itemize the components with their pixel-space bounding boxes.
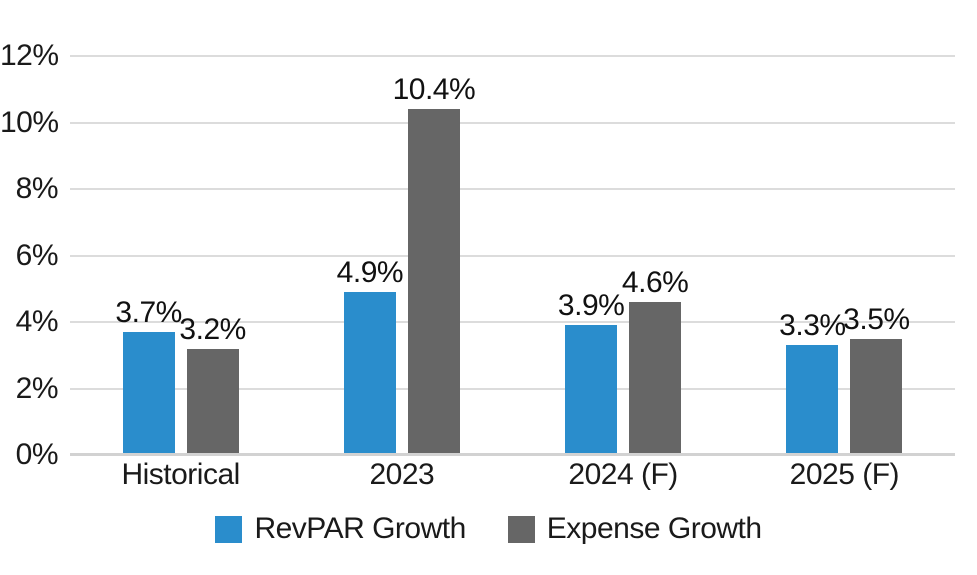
bar-value-label: 3.3% [779, 309, 846, 343]
legend-label: RevPAR Growth [254, 512, 466, 545]
gridline-6% [70, 254, 955, 257]
gridline-4% [70, 321, 955, 323]
y-tick-label: 2% [15, 371, 59, 405]
revpar-growth-bar: 3.3% [779, 311, 846, 455]
y-tick-label: 6% [15, 238, 59, 272]
bar-value-label: 4.6% [621, 266, 689, 300]
plot-area: 3.7% 3.2% 4.9% 10.4% 3.9% 4.6% 3.3% 3.5% [70, 55, 955, 456]
gridline-8% [70, 188, 955, 190]
y-tick-label: 4% [15, 305, 59, 338]
revpar-growth-bar: 3.7% [115, 297, 182, 455]
x-axis-line [70, 453, 955, 456]
bar-group-2024-f: 3.9% 4.6% [513, 56, 734, 455]
bar-value-label: 3.9% [557, 289, 625, 323]
bar-value-label: 4.9% [336, 256, 404, 290]
legend-item-revpar-growth: RevPAR Growth [215, 512, 466, 545]
bar-value-label: 10.4% [392, 73, 476, 107]
legend-item-expense-growth: Expense Growth [507, 512, 762, 545]
legend-swatch-icon [215, 515, 243, 543]
legend: RevPAR Growth Expense Growth [0, 513, 977, 545]
y-tick-label: 10% [0, 105, 59, 139]
bar-group-2025-f: 3.3% 3.5% [734, 56, 955, 455]
bar-group-2023: 4.9% 10.4% [291, 56, 512, 455]
expense-growth-bar: 3.2% [179, 314, 246, 455]
bar-value-label: 3.5% [843, 302, 910, 336]
x-tick-label: 2023 [369, 458, 435, 491]
legend-label: Expense Growth [546, 512, 762, 545]
y-tick-label: 8% [15, 172, 59, 205]
x-axis-labels: Historical 2023 2024 (F) 2025 (F) [70, 459, 955, 491]
bar-value-label: 3.2% [179, 312, 246, 346]
bar-groups-container: 3.7% 3.2% 4.9% 10.4% 3.9% 4.6% 3.3% 3.5% [70, 56, 955, 455]
y-tick-label: 12% [0, 39, 59, 72]
gridline-12% [70, 55, 955, 57]
expense-growth-bar: 4.6% [622, 268, 689, 455]
revpar-growth-bar: 3.9% [558, 291, 625, 455]
bar-value-label: 3.7% [115, 295, 182, 329]
expense-growth-bar: 10.4% [393, 75, 476, 455]
bar-group-historical: 3.7% 3.2% [70, 56, 291, 455]
revpar-growth-bar: 4.9% [337, 258, 404, 455]
x-tick-label: 2025 (F) [789, 458, 900, 491]
gridline-2% [70, 387, 955, 390]
expense-growth-bar: 3.5% [843, 304, 910, 455]
legend-swatch-icon [507, 515, 535, 543]
y-tick-label: 0% [15, 438, 59, 471]
x-tick-label: Historical [121, 458, 240, 491]
gridline-10% [70, 121, 955, 124]
x-tick-label: 2024 (F) [568, 458, 678, 491]
